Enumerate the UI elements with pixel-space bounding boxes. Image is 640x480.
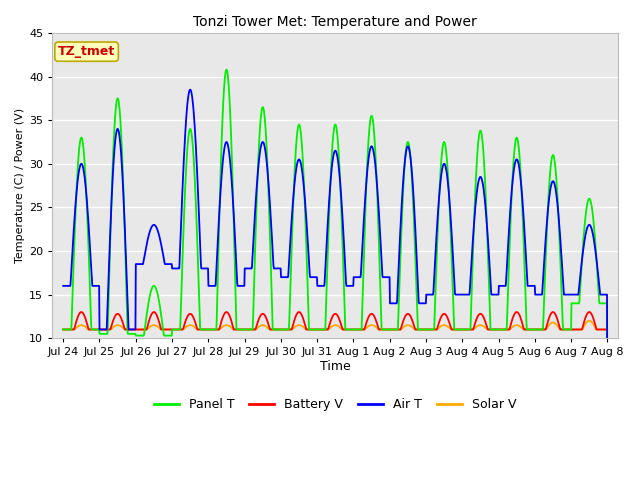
Solar V xyxy=(604,422,611,428)
Text: TZ_tmet: TZ_tmet xyxy=(58,45,115,58)
Panel T xyxy=(604,422,611,428)
Battery V xyxy=(242,326,250,332)
Air T xyxy=(604,422,611,428)
Solar V xyxy=(60,326,67,332)
Solar V xyxy=(180,326,188,332)
Air T xyxy=(540,275,547,281)
Solar V xyxy=(241,326,249,332)
Panel T xyxy=(540,324,547,329)
Panel T xyxy=(180,208,188,214)
Panel T xyxy=(420,326,428,332)
Title: Tonzi Tower Met: Temperature and Power: Tonzi Tower Met: Temperature and Power xyxy=(193,15,477,29)
Battery V xyxy=(492,326,499,332)
Battery V xyxy=(420,326,428,332)
Legend: Panel T, Battery V, Air T, Solar V: Panel T, Battery V, Air T, Solar V xyxy=(149,393,522,416)
Panel T xyxy=(242,326,250,332)
Battery V xyxy=(77,309,85,315)
Battery V xyxy=(60,326,67,332)
Y-axis label: Temperature (C) / Power (V): Temperature (C) / Power (V) xyxy=(15,108,25,263)
Solar V xyxy=(491,326,499,332)
Panel T xyxy=(60,326,67,332)
Air T xyxy=(492,292,499,298)
Line: Solar V: Solar V xyxy=(63,321,607,425)
Battery V xyxy=(168,326,175,332)
Solar V xyxy=(586,318,593,324)
Air T xyxy=(186,87,194,93)
Panel T xyxy=(223,67,230,72)
Air T xyxy=(420,300,428,306)
Battery V xyxy=(540,326,547,332)
X-axis label: Time: Time xyxy=(320,360,351,373)
Line: Battery V: Battery V xyxy=(63,312,607,425)
Air T xyxy=(167,261,175,267)
Line: Panel T: Panel T xyxy=(63,70,607,425)
Air T xyxy=(180,149,188,155)
Line: Air T: Air T xyxy=(63,90,607,425)
Solar V xyxy=(420,326,428,332)
Panel T xyxy=(167,333,175,338)
Battery V xyxy=(604,422,611,428)
Air T xyxy=(242,265,250,271)
Air T xyxy=(60,283,67,289)
Battery V xyxy=(180,321,188,327)
Panel T xyxy=(492,326,499,332)
Solar V xyxy=(167,326,175,332)
Solar V xyxy=(539,326,547,332)
